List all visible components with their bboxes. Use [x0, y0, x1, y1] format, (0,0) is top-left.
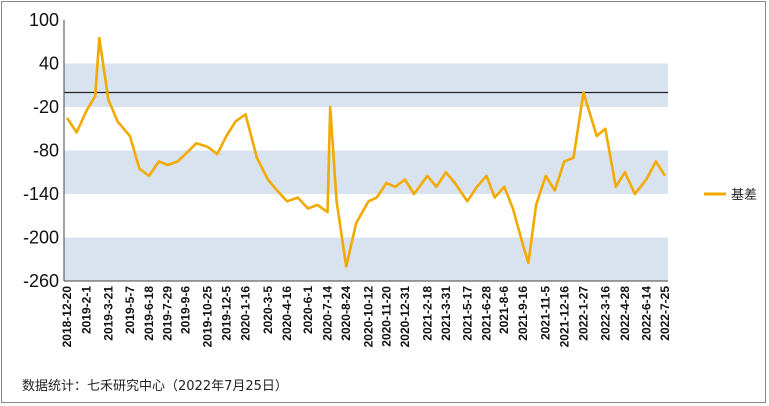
x-tick-label: 2019-7-29 [161, 286, 175, 341]
x-tick-label: 2022-6-14 [639, 286, 653, 341]
x-tick-label: 2020-8-24 [339, 286, 353, 341]
x-tick-label: 2019-3-21 [101, 286, 115, 341]
x-tick-label: 2021-9-16 [516, 286, 530, 341]
y-tick-label: -20 [33, 97, 59, 117]
x-tick-label: 2021-2-18 [420, 286, 434, 341]
y-tick-label: 100 [29, 10, 59, 30]
x-tick-label: 2019-10-25 [201, 286, 215, 348]
x-tick-label: 2021-6-28 [479, 286, 493, 341]
axes [63, 20, 668, 282]
x-tick-label: 2019-9-6 [178, 286, 192, 334]
x-tick-label: 2021-5-17 [460, 286, 474, 341]
source-note: 数据统计：七禾研究中心（2022年7月25日） [22, 379, 288, 394]
x-tick-label: 2020-6-1 [301, 286, 315, 334]
x-tick-label: 2021-3-31 [439, 286, 453, 341]
background-bands [64, 63, 668, 281]
x-tick-label: 2020-12-31 [398, 286, 412, 348]
x-tick-label: 2018-12-20 [60, 286, 74, 348]
x-tick-label: 2022-4-28 [618, 286, 632, 341]
band-0 [64, 63, 668, 107]
x-tick-label: 2021-11-5 [539, 286, 553, 340]
y-tick-label: -200 [23, 228, 59, 248]
x-tick-label: 2022-3-16 [598, 286, 612, 341]
x-tick-label: 2021-12-16 [557, 286, 571, 348]
series-line-basis [65, 36, 667, 268]
y-tick-label: -260 [23, 271, 59, 291]
x-tick-label: 2020-4-16 [280, 286, 294, 341]
x-tick-label: 2020-10-12 [362, 286, 376, 348]
legend-label: 基差 [731, 188, 757, 203]
x-tick-label: 2019-2-1 [80, 286, 94, 334]
x-tick-label: 2020-3-5 [261, 286, 275, 334]
x-tick-label: 2022-7-25 [658, 286, 672, 341]
x-tick-label: 2021-8-6 [497, 286, 511, 334]
x-tick-label: 2020-1-16 [239, 286, 253, 341]
x-tick-label: 2019-5-7 [123, 286, 137, 334]
x-tick-label: 2019-6-18 [142, 286, 156, 341]
y-tick-labels: 100 40 -20 -80 -140 -200 -260 [23, 10, 59, 291]
x-tick-label: 2020-11-20 [379, 286, 393, 347]
x-tick-label: 2020-7-14 [321, 286, 335, 341]
band-2 [64, 237, 668, 281]
y-tick-label: 40 [39, 54, 59, 74]
x-tick-label: 2019-12-5 [219, 286, 233, 341]
y-tick-label: -80 [33, 141, 59, 161]
y-tick-label: -140 [23, 184, 59, 204]
x-tick-labels: 2018-12-20 2019-2-1 2019-3-21 2019-5-7 2019-… [60, 286, 672, 348]
legend: 基差 [704, 188, 757, 203]
x-tick-label: 2022-1-27 [576, 286, 590, 341]
band-1 [64, 150, 668, 194]
